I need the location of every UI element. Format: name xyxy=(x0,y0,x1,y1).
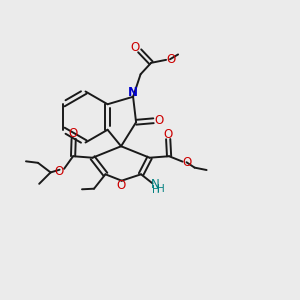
Text: N: N xyxy=(151,178,160,191)
Text: O: O xyxy=(154,114,163,127)
Text: O: O xyxy=(54,165,63,178)
Text: N: N xyxy=(128,86,138,99)
Text: H: H xyxy=(157,184,165,194)
Text: O: O xyxy=(117,179,126,192)
Text: O: O xyxy=(166,53,176,66)
Text: H: H xyxy=(152,185,159,195)
Text: O: O xyxy=(164,128,173,140)
Text: O: O xyxy=(68,127,78,140)
Text: O: O xyxy=(130,41,140,54)
Text: O: O xyxy=(183,156,192,169)
